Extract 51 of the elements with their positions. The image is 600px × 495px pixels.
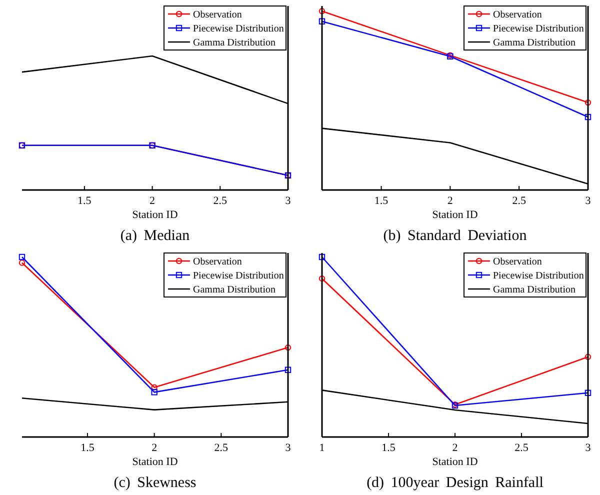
text: (d) 100year Design Rainfall (366, 475, 544, 491)
point (318, 254, 326, 260)
legend-label: Observation (493, 10, 542, 20)
legend-label: Gamma Distribution (193, 38, 276, 48)
point (151, 389, 158, 396)
point (584, 354, 592, 360)
point (151, 384, 158, 390)
x-tick-label: 2 (452, 442, 458, 454)
x-tick-label: 1.5 (78, 195, 92, 207)
legend-label: Observation (493, 256, 542, 268)
point (318, 8, 326, 14)
point (18, 260, 26, 266)
legend-label: Piecewise Distribution (493, 270, 584, 282)
x-axis-title: Station ID (132, 456, 178, 468)
legend-label: Gamma Distribution (493, 284, 576, 296)
legend-label: Observation (193, 256, 242, 268)
point (584, 114, 592, 120)
point (318, 276, 326, 282)
x-tick-label: 1.5 (382, 442, 396, 454)
text: (b) Standard Deviation (383, 228, 528, 244)
text: (c) Skewness (114, 475, 196, 491)
legend-label: Observation (193, 10, 242, 20)
x-axis-title: Station ID (432, 209, 478, 221)
legend-label: Piecewise Distribution (493, 24, 584, 34)
x-tick-label: 1 (319, 442, 325, 454)
x-axis-title: Station ID (132, 209, 178, 221)
legend-label: Gamma Distribution (193, 284, 276, 296)
point (284, 344, 292, 351)
x-tick-label: 1.5 (374, 195, 389, 207)
x-tick-label: 3 (585, 442, 592, 454)
x-tick-label: 3 (285, 195, 292, 207)
text: (a) Median (120, 228, 190, 244)
x-tick-label: 1.5 (80, 442, 95, 454)
legend-label: Piecewise Distribution (193, 24, 284, 34)
x-tick-label: 2.5 (512, 195, 526, 207)
x-tick-label: 2.5 (213, 195, 228, 207)
point (284, 366, 292, 373)
point (18, 254, 26, 260)
x-tick-label: 2 (447, 195, 453, 207)
x-tick-label: 2 (152, 442, 158, 454)
x-axis-title: Station ID (432, 456, 478, 468)
x-tick-label: 3 (285, 442, 292, 454)
legend-label: Gamma Distribution (493, 38, 576, 48)
x-tick-label: 2.5 (514, 442, 529, 454)
point (318, 18, 326, 24)
x-tick-label: 2 (150, 195, 156, 207)
x-tick-label: 2.5 (214, 442, 229, 454)
legend-label: Piecewise Distribution (193, 270, 284, 282)
point (584, 390, 592, 396)
x-tick-label: 3 (585, 195, 592, 207)
point (584, 99, 592, 106)
